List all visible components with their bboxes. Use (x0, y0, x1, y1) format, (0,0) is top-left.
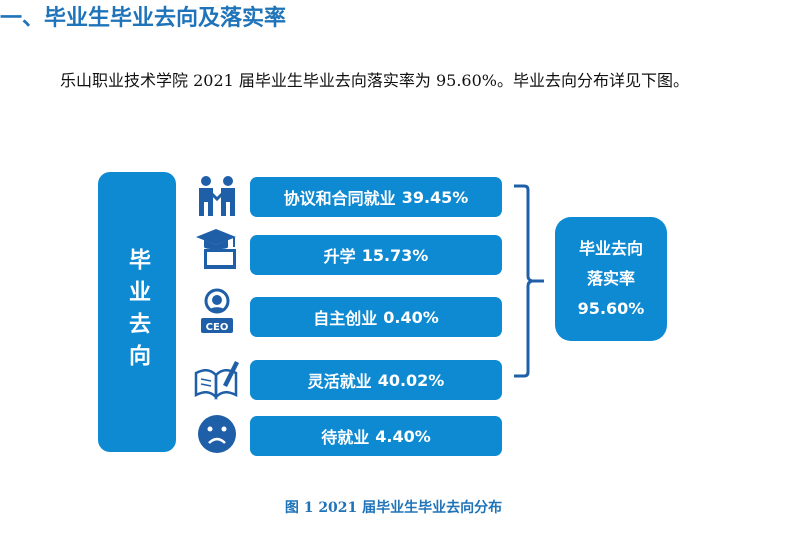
figure-caption: 图 1 2021 届毕业生毕业去向分布 (284, 500, 503, 516)
bar-value: 40.02% (377, 370, 445, 390)
bracket (514, 184, 544, 378)
destination-bar-unemployed: 待就业 4.40% (250, 416, 502, 456)
destination-bar-contract: 协议和合同就业 39.45% (250, 177, 502, 217)
bar-value: 0.40% (383, 307, 439, 327)
handshake-icon (192, 172, 242, 220)
destination-label-box: 毕业去向 (98, 172, 176, 452)
placement-rate-box: 毕业去向 落实率 95.60% (555, 217, 667, 341)
intro-paragraph: 乐山职业技术学院 2021 届毕业生毕业去向落实率为 95.60%。毕业去向分布… (60, 71, 689, 90)
ceo-text: CEO (206, 322, 229, 333)
rate-label-line2: 落实率 (586, 269, 635, 288)
bar-label: 待就业 (321, 428, 370, 447)
destination-bar-flexible: 灵活就业 40.02% (250, 360, 502, 400)
bar-label: 灵活就业 (307, 372, 372, 391)
bar-label: 升学 (323, 247, 356, 266)
rate-label-line1: 毕业去向 (578, 239, 643, 258)
rate-value: 95.60% (577, 299, 645, 318)
bar-value: 4.40% (375, 426, 431, 446)
bar-label: 协议和合同就业 (283, 189, 396, 208)
book-pen-icon (192, 354, 242, 402)
bar-value: 15.73% (361, 245, 429, 265)
destination-bar-entrepreneurship: 自主创业 0.40% (250, 297, 502, 337)
bar-label: 自主创业 (313, 309, 378, 328)
ceo-icon: CEO (192, 288, 242, 336)
section-heading: 一、毕业生毕业去向及落实率 (0, 6, 287, 31)
bar-value: 39.45% (401, 187, 469, 207)
graduation-cap-icon (192, 226, 242, 274)
destination-label: 毕业去向 (125, 248, 150, 376)
destination-bar-further-study: 升学 15.73% (250, 235, 502, 275)
sad-face-icon (192, 410, 242, 458)
